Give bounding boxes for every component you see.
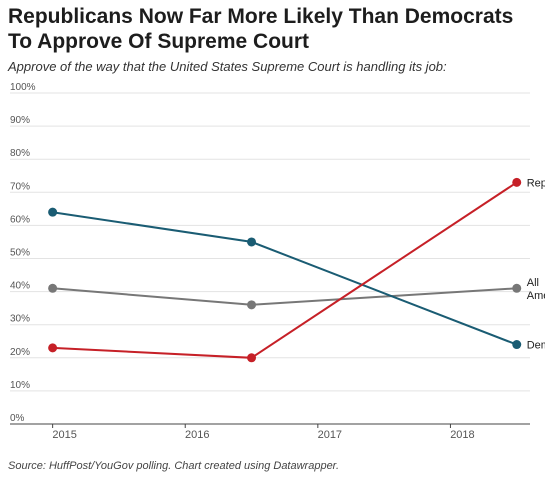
line-chart: 0%10%20%30%40%50%60%70%80%90%100% 2015 20… [10,82,545,441]
data-point [48,343,58,353]
chart-source: Source: HuffPost/YouGov polling. Chart c… [8,460,339,472]
x-tick-label: 2017 [318,429,342,441]
series-label: All [527,277,539,289]
y-tick-label: 30% [10,314,30,325]
y-tick-label: 60% [10,214,30,225]
series-labels: AllAmericans Democrats Republicans [527,177,545,351]
series-line [52,287,517,306]
series-label: Democrats [527,340,545,352]
x-tick-label: 2016 [185,429,209,441]
y-tick-label: 80% [10,148,30,159]
series-lines [52,181,518,359]
chart-title: Republicans Now Far More Likely Than Dem… [8,5,514,53]
data-point [247,300,257,310]
y-axis-ticks: 0% 10% 20% 30% 40% 50% 60% 70% 80% 90% 100% [10,82,36,424]
series-line [52,181,518,359]
y-tick-label: 50% [10,248,30,259]
y-tick-label: 100% [10,82,36,93]
data-point [512,177,522,187]
series-label: Republicans [527,177,545,189]
series-points [48,177,522,363]
y-tick-label: 90% [10,115,30,126]
data-point [247,353,257,363]
gridlines [10,92,530,425]
y-tick-label: 20% [10,347,30,358]
x-tick-label: 2018 [450,429,474,441]
y-tick-label: 70% [10,181,30,192]
x-tick-label: 2015 [52,429,76,441]
data-point [512,283,522,293]
data-point [48,207,58,217]
y-tick-label: 0% [10,413,25,424]
y-tick-label: 10% [10,380,30,391]
x-axis-ticks: 2015 2016 2017 2018 [52,424,475,441]
y-tick-label: 40% [10,281,30,292]
data-point [247,237,257,247]
data-point [512,340,522,350]
data-point [48,283,58,293]
chart-subtitle: Approve of the way that the United State… [8,59,447,74]
series-label: Americans [527,290,545,302]
